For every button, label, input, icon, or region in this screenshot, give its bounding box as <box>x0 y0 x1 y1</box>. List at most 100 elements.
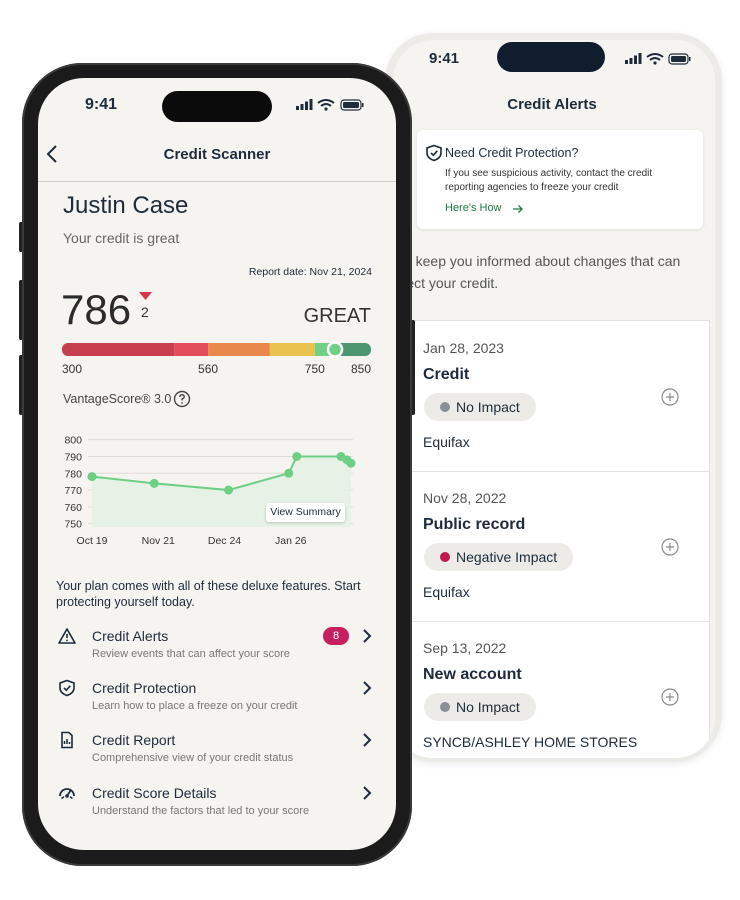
score-change: 2 <box>141 304 149 320</box>
impact-label: No Impact <box>456 399 520 415</box>
side-button <box>19 280 24 340</box>
impact-label: Negative Impact <box>456 549 558 565</box>
alert-creditor: SYNCB/ASHLEY HOME STORES <box>423 734 638 750</box>
plan-intro: Your plan comes with all of these deluxe… <box>56 579 361 609</box>
score-point <box>87 472 97 482</box>
help-icon[interactable] <box>173 390 191 408</box>
feature-title[interactable]: Credit Report <box>92 732 176 749</box>
score-rating: GREAT <box>303 305 371 327</box>
score-model: VantageScore® 3.0 <box>63 392 172 406</box>
feature-subtitle: Review events that can affect your score <box>92 648 290 660</box>
score-segment <box>269 343 315 356</box>
score-point <box>284 468 294 478</box>
score-segment <box>335 343 371 356</box>
alert-source: Equifax <box>423 584 470 600</box>
alert-source: Equifax <box>423 756 470 758</box>
x-tick-label: Jan 26 <box>275 535 307 547</box>
x-tick-label: Nov 21 <box>142 535 175 547</box>
nav-title: Credit Scanner <box>163 146 271 163</box>
status-time: 9:41 <box>429 50 460 67</box>
back-button[interactable] <box>44 144 60 164</box>
feature-title[interactable]: Credit Alerts <box>92 628 169 644</box>
feature-title[interactable]: Credit Score Details <box>92 784 217 801</box>
divider <box>409 621 709 622</box>
y-tick-label: 800 <box>64 435 82 447</box>
feature-icon <box>59 679 75 697</box>
dynamic-island <box>497 42 605 72</box>
impact-label: No Impact <box>456 699 520 715</box>
x-tick-label: Oct 19 <box>77 535 108 547</box>
feature-badge: 8 <box>323 627 349 645</box>
impact-dot <box>440 402 450 412</box>
y-tick-label: 760 <box>64 502 82 514</box>
score-scale-label: 750 <box>305 362 325 376</box>
x-tick-label: Dec 24 <box>208 535 241 547</box>
divider <box>38 181 396 182</box>
score-point <box>224 485 234 495</box>
notice-link[interactable]: Here's How <box>445 202 502 214</box>
impact-pill: Negative Impact <box>424 543 574 571</box>
score-scale-label: 850 <box>351 362 371 376</box>
score-segment <box>62 343 175 356</box>
chevron[interactable] <box>361 785 373 801</box>
down-arrow <box>139 292 152 300</box>
feature-title[interactable]: Credit Protection <box>92 680 197 697</box>
feature-subtitle: Comprehensive view of your credit status <box>92 752 294 765</box>
feature-subtitle: Understand the factors that led to your … <box>92 804 310 817</box>
expand-button[interactable] <box>660 687 680 707</box>
status-time: 9:41 <box>85 96 118 113</box>
screen-title: Credit Alerts <box>507 96 597 113</box>
shield-icon <box>426 144 442 162</box>
alert-date: Nov 28, 2022 <box>423 490 507 506</box>
score-segment <box>174 343 209 356</box>
side-button <box>410 320 415 415</box>
expand-button[interactable] <box>660 387 680 407</box>
status-icons <box>296 99 364 111</box>
credit-summary: Your credit is great <box>63 230 180 246</box>
score-value: 786 <box>61 286 132 333</box>
chevron[interactable] <box>361 628 373 644</box>
notice-card: Need Credit Protection? If you see suspi… <box>417 130 703 229</box>
impact-dot <box>440 702 450 712</box>
alert-title: Public record <box>423 516 526 533</box>
dynamic-island <box>162 91 272 122</box>
score-segment <box>208 343 270 356</box>
alert-date: Jan 28, 2023 <box>423 340 504 356</box>
y-tick-label: 790 <box>64 451 82 463</box>
y-tick-label: 770 <box>64 485 82 497</box>
impact-dot <box>440 552 450 562</box>
view-summary-button[interactable]: View Summary <box>266 503 345 522</box>
feature-icon <box>59 787 75 799</box>
chevron[interactable] <box>361 680 373 696</box>
intro-text: We keep you informed about changes that … <box>393 253 681 291</box>
alert-title: New account <box>423 666 522 683</box>
chevron[interactable] <box>361 732 373 748</box>
score-scale-label: 560 <box>198 362 218 376</box>
report-date: Report date: Nov 21, 2024 <box>248 266 372 278</box>
notice-title: Need Credit Protection? <box>445 146 579 160</box>
alert-title: Credit <box>423 366 470 383</box>
score-marker <box>326 341 344 358</box>
expand-button[interactable] <box>660 537 680 557</box>
status-icons <box>625 53 691 65</box>
side-button <box>19 355 24 415</box>
score-scale-label: 300 <box>62 362 82 376</box>
feature-icon <box>61 732 73 749</box>
alert-source: Equifax <box>423 434 470 450</box>
divider <box>409 471 709 472</box>
arrow-icon <box>513 205 523 213</box>
side-button <box>19 222 24 252</box>
user-name: Justin Case <box>63 192 189 219</box>
feature-subtitle: Learn how to place a freeze on your cred… <box>92 700 298 713</box>
score-point <box>346 458 356 468</box>
score-point <box>292 451 302 461</box>
alert-date: Sep 13, 2022 <box>423 640 507 656</box>
feature-icon <box>58 628 76 644</box>
back-screen: 9:41 Credit Alerts Need Credit Protectio… <box>393 40 715 758</box>
impact-pill: No Impact <box>424 693 536 721</box>
score-point <box>149 478 159 488</box>
impact-pill: No Impact <box>424 393 536 421</box>
notice-body: If you see suspicious activity, contact … <box>445 168 653 193</box>
